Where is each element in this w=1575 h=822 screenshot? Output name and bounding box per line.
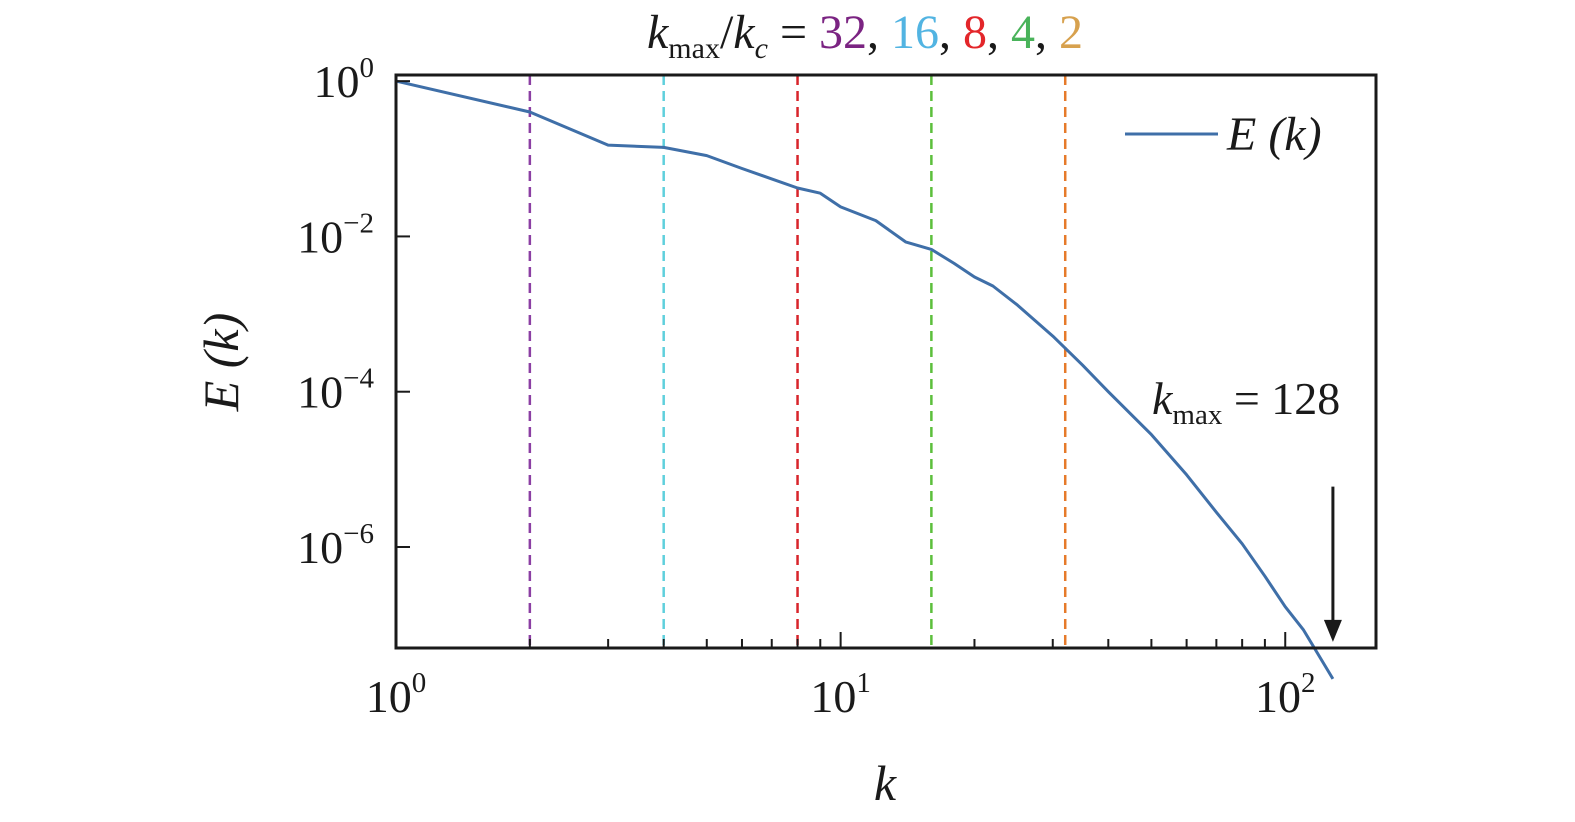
chart-title: kmax/kc = 32, 16, 8, 4, 2 — [647, 6, 1083, 65]
y-axis-label: E (k) — [193, 313, 249, 413]
x-axis-ticks: 100 101 102 — [366, 632, 1316, 722]
plot-area — [395, 75, 1335, 680]
x-tick-label: 102 — [1255, 667, 1316, 722]
y-tick-label: 100 — [314, 52, 375, 107]
x-axis-label: k — [874, 755, 897, 811]
y-tick-label: 10−4 — [297, 363, 374, 418]
kmax-arrow-head — [1323, 619, 1342, 642]
legend-label-e-k: E (k) — [1226, 108, 1322, 161]
x-tick-label: 101 — [810, 667, 871, 722]
y-tick-label: 10−6 — [297, 518, 374, 573]
kmax-annotation: kmax = 128 — [1152, 373, 1342, 642]
plot-frame — [394, 73, 1378, 650]
x-tick-label: 100 — [366, 667, 427, 722]
kmax-annotation-text: kmax = 128 — [1152, 373, 1340, 431]
y-axis-ticks: 100 10−2 10−4 10−6 — [297, 52, 410, 573]
y-tick-label: 10−2 — [297, 207, 374, 262]
series-line-e-k — [395, 79, 1335, 680]
legend: E (k) — [1125, 108, 1322, 161]
